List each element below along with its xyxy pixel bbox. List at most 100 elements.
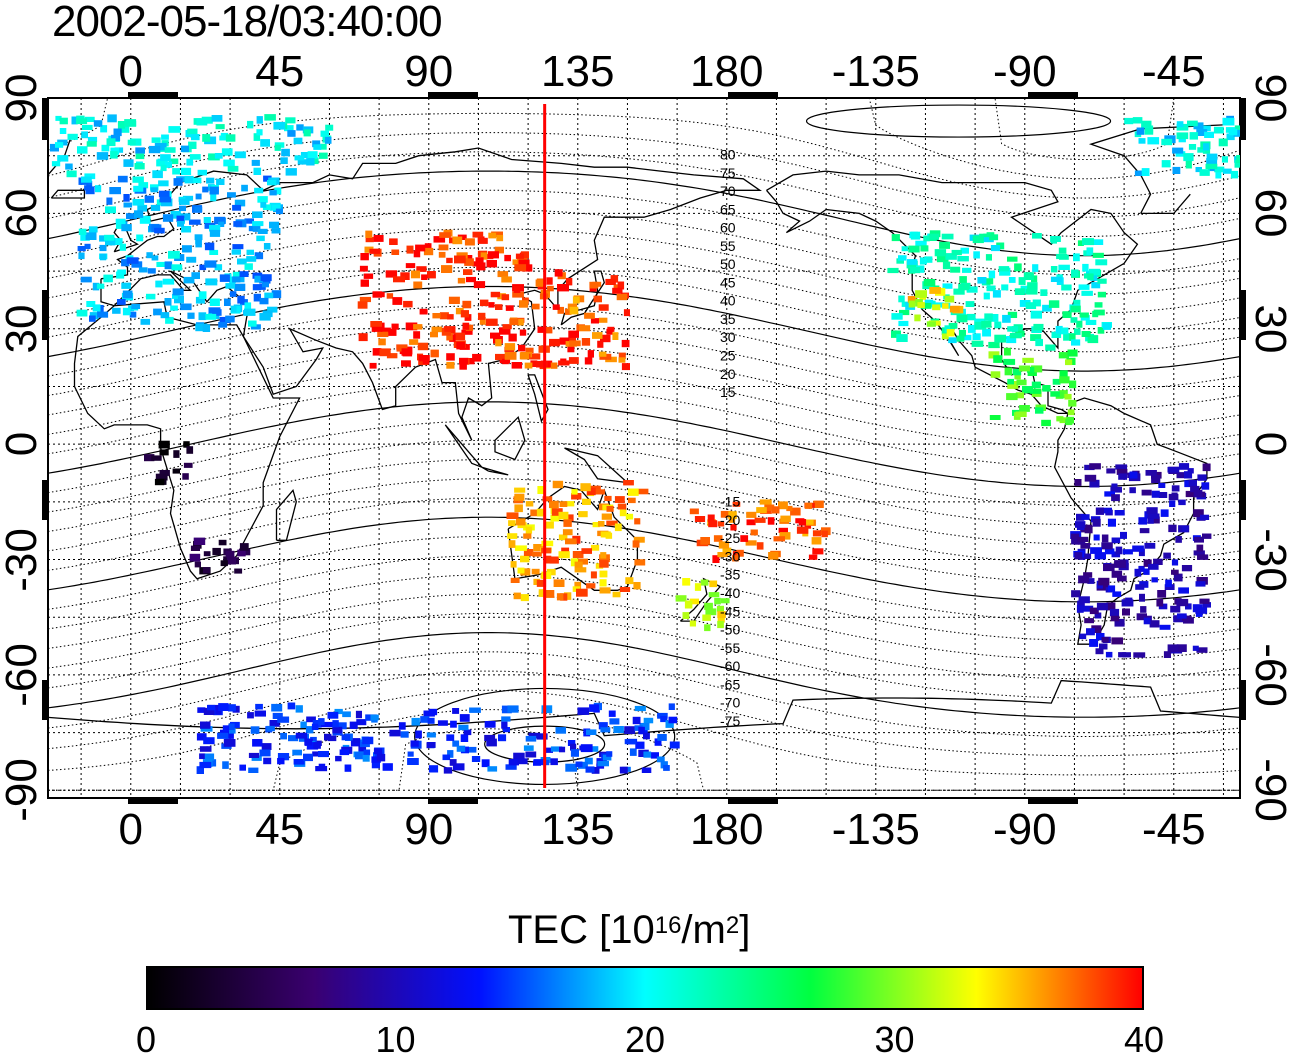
- tec-point: [159, 470, 170, 476]
- tec-point: [535, 279, 544, 287]
- tec-point: [950, 322, 958, 329]
- tec-point: [110, 151, 118, 159]
- tec-point: [1236, 155, 1240, 163]
- tec-point: [344, 764, 352, 772]
- lon-tick-top: -45: [1141, 47, 1206, 96]
- tec-point: [561, 547, 570, 554]
- tec-point: [635, 741, 645, 749]
- tec-point: [1076, 513, 1085, 521]
- tec-point: [462, 322, 470, 330]
- lon-tick-bottom: -45: [1141, 805, 1206, 854]
- tec-point: [164, 161, 172, 168]
- tec-point: [560, 593, 568, 601]
- tec-point: [214, 264, 223, 271]
- mlat-label: -40: [720, 585, 740, 601]
- tec-point: [407, 751, 414, 757]
- tec-point: [417, 342, 429, 351]
- tec-point: [559, 337, 572, 345]
- tec-point: [924, 256, 933, 263]
- tec-point: [1089, 463, 1101, 470]
- tec-point: [613, 284, 621, 290]
- tec-point: [1062, 311, 1072, 318]
- tec-point: [1084, 553, 1092, 559]
- tec-point: [896, 258, 904, 264]
- tec-point: [1093, 534, 1100, 541]
- tec-point: [352, 738, 361, 744]
- tec-point: [1101, 542, 1113, 550]
- tec-point: [446, 257, 453, 264]
- tec-point: [1132, 117, 1143, 124]
- tec-point: [156, 159, 168, 167]
- tec-point: [457, 277, 466, 284]
- tec-point: [189, 154, 201, 160]
- tec-point: [391, 323, 399, 330]
- tec-point: [988, 314, 999, 322]
- tec-point: [1111, 570, 1123, 578]
- tec-point: [78, 228, 87, 235]
- tec-point: [1203, 143, 1210, 151]
- tec-point: [71, 116, 78, 125]
- tec-point: [459, 714, 470, 722]
- tec-point: [217, 732, 229, 739]
- tec-point: [634, 518, 641, 525]
- tec-point: [1176, 123, 1189, 131]
- frame-bar: [42, 98, 48, 140]
- tec-point: [84, 173, 96, 180]
- tec-point: [632, 540, 640, 548]
- tec-point: [413, 324, 423, 330]
- tec-point: [523, 745, 534, 751]
- tec-point: [717, 616, 725, 623]
- tec-point: [132, 199, 145, 206]
- tec-point: [531, 568, 540, 575]
- tec-point: [59, 128, 67, 134]
- lat-tick-right: 60: [1246, 188, 1292, 238]
- tec-point: [490, 291, 501, 298]
- tec-point: [215, 124, 225, 130]
- tec-point: [1118, 473, 1128, 480]
- tec-point: [1193, 122, 1204, 130]
- tec-point: [415, 730, 422, 739]
- tec-point: [958, 311, 966, 318]
- tec-point: [1086, 247, 1094, 256]
- tec-point: [209, 759, 217, 767]
- tec-point: [449, 759, 457, 766]
- tec-point: [934, 249, 947, 257]
- tec-point: [155, 473, 168, 481]
- tec-point: [256, 116, 263, 124]
- tec-point: [409, 339, 419, 345]
- tec-point: [281, 148, 290, 157]
- tec-point: [1163, 552, 1171, 559]
- tec-point: [1086, 628, 1095, 636]
- tec-point: [579, 325, 591, 332]
- tec-point: [598, 304, 609, 311]
- tec-point: [660, 761, 668, 769]
- tec-point: [260, 202, 267, 208]
- tec-point: [1032, 299, 1041, 307]
- mlat-label: -60: [720, 658, 740, 674]
- tec-point: [183, 276, 195, 284]
- tec-point: [232, 244, 244, 250]
- tec-point: [939, 241, 950, 249]
- tec-point: [942, 303, 949, 309]
- tec-point: [986, 285, 996, 292]
- tec-point: [95, 185, 102, 193]
- tec-point: [442, 754, 451, 761]
- mlat-contour: [48, 132, 1240, 218]
- tec-point: [105, 237, 116, 246]
- tec-point: [106, 138, 116, 147]
- tec-point: [1022, 357, 1034, 363]
- tec-point: [513, 592, 521, 600]
- tec-point: [599, 579, 607, 587]
- tec-point: [339, 749, 350, 756]
- tec-point: [1040, 289, 1048, 296]
- tec-point: [1222, 168, 1232, 174]
- tec-point: [164, 298, 172, 306]
- tec-point: [465, 324, 474, 331]
- tec-point: [144, 454, 155, 462]
- tec-point: [1118, 652, 1127, 658]
- tec-point: [1138, 517, 1148, 525]
- tec-point: [1073, 299, 1081, 308]
- tec-point: [705, 608, 717, 616]
- tec-point: [632, 716, 641, 725]
- lon-tick-bottom: 180: [690, 805, 764, 854]
